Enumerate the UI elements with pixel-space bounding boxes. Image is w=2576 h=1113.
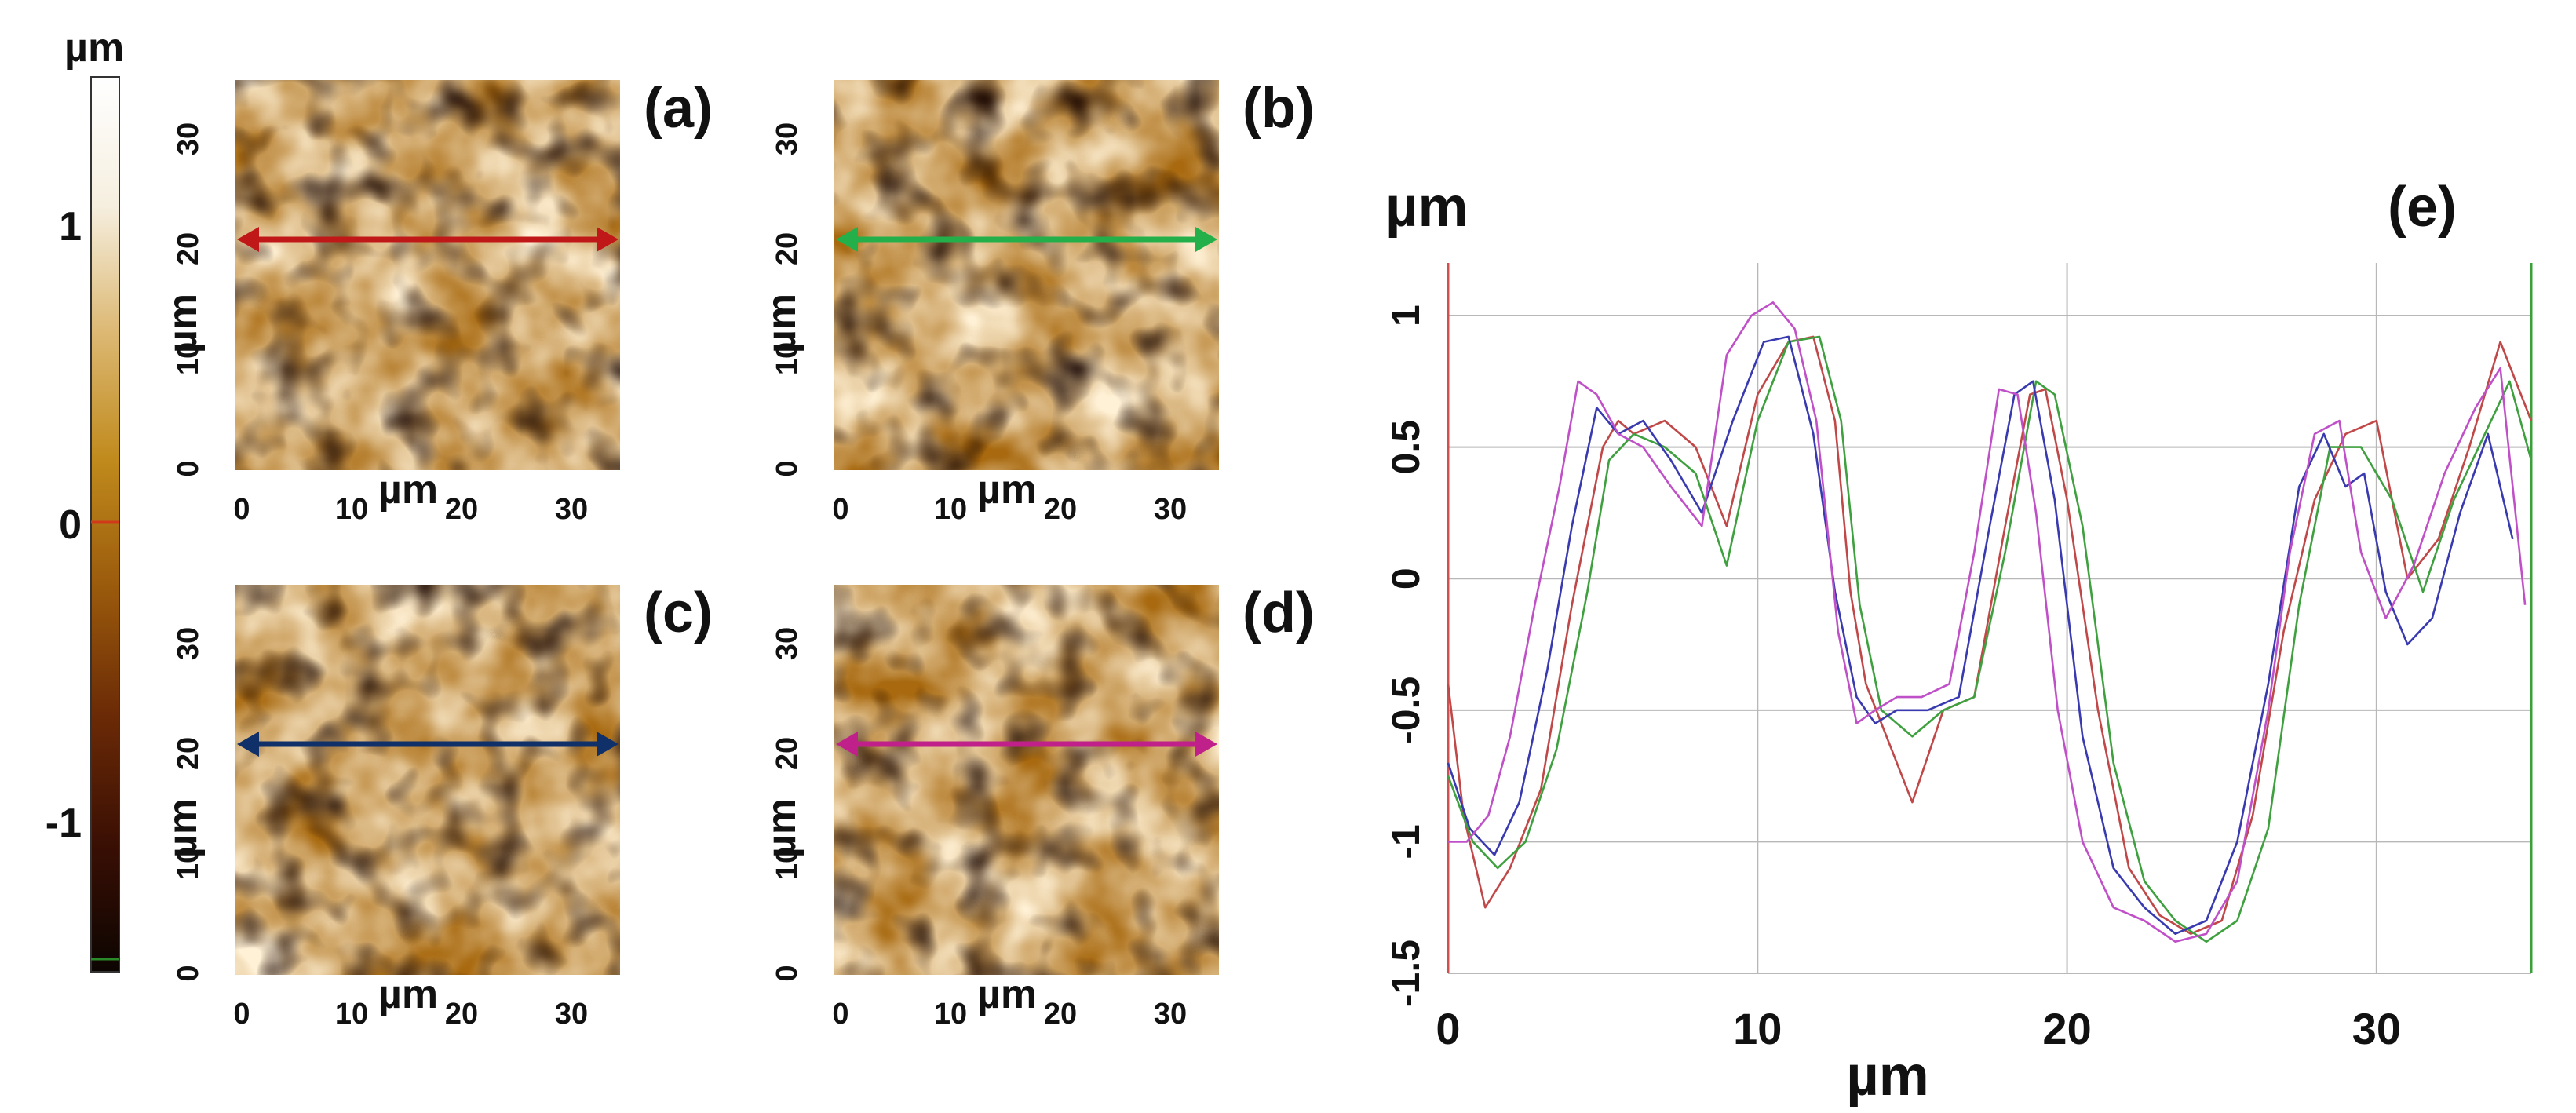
profile-series-line [1447, 335, 2533, 935]
panel-x-tick: 20 [445, 998, 478, 1031]
x-tick-label: 0 [1436, 1004, 1460, 1053]
panel-y-tick: 0 [771, 965, 804, 981]
panel-y-tick: 20 [172, 232, 205, 265]
y-tick-label: 0.5 [1384, 420, 1428, 475]
panel-x-unit: µm [977, 467, 1037, 513]
panel-x-tick: 20 [445, 493, 478, 526]
panel-y-tick: 20 [172, 737, 205, 770]
panel-y-tick: 10 [771, 342, 804, 375]
panel-x-tick: 10 [934, 493, 967, 526]
panel-x-unit: µm [378, 972, 438, 1017]
panel-y-tick: 30 [172, 122, 205, 155]
afm-panels: (a) 0 10 20 30 0 10 20 30 µm µm (b) 0 10 20 30 0 10 20 30 µm… [160, 77, 1315, 1031]
afm-panel: (c) 0 10 20 30 0 10 20 30 µm µm [160, 582, 713, 1031]
y-tick-label: 1 [1384, 305, 1428, 327]
panel-x-tick: 10 [934, 998, 967, 1031]
afm-pits [235, 585, 620, 975]
panel-y-tick: 0 [771, 460, 804, 476]
scan-arrow-left [237, 732, 259, 757]
afm-pits [834, 80, 1219, 470]
panel-y-unit: µm [759, 294, 805, 353]
panel-x-tick: 30 [555, 998, 588, 1031]
panel-y-tick: 10 [172, 847, 205, 880]
colorbar-tick-label: 0 [59, 502, 82, 548]
y-axis-label: µm [1385, 176, 1469, 239]
panel-y-unit: µm [160, 798, 206, 858]
panel-y-tick: 0 [172, 965, 205, 981]
y-tick-label: -0.5 [1384, 677, 1428, 744]
panel-x-tick: 0 [832, 493, 848, 526]
panel-x-tick: 0 [233, 493, 250, 526]
panel-label: (d) [1242, 582, 1315, 644]
profile-series-line [1447, 335, 2533, 943]
panel-x-tick: 0 [233, 998, 250, 1031]
panel-y-tick: 10 [771, 847, 804, 880]
panel-y-tick: 30 [172, 627, 205, 660]
afm-image [235, 585, 620, 975]
y-tick-label: 0 [1384, 567, 1428, 589]
panel-y-tick: 20 [771, 737, 804, 770]
colorbar-tick-label: -1 [46, 801, 82, 846]
scan-arrow-left [836, 227, 858, 252]
afm-image [235, 80, 620, 470]
colorbar-unit: µm [64, 25, 124, 71]
scan-arrow-right [597, 227, 618, 252]
panel-y-unit: µm [759, 798, 805, 858]
scan-arrow-right [597, 732, 618, 757]
panel-y-tick: 30 [771, 627, 804, 660]
afm-pits [235, 80, 620, 470]
afm-panel: (a) 0 10 20 30 0 10 20 30 µm µm [160, 77, 713, 526]
panel-x-tick: 30 [1154, 998, 1187, 1031]
y-tick-label: -1 [1384, 824, 1428, 859]
x-tick-label: 10 [1733, 1004, 1782, 1053]
panel-x-tick: 30 [1154, 493, 1187, 526]
colorbar-tick-label: 1 [59, 204, 82, 250]
panel-y-tick: 10 [172, 342, 205, 375]
x-axis-label: µm [1846, 1045, 1929, 1108]
profile-series-line [1448, 301, 2527, 943]
colorbar-scale [90, 76, 120, 973]
colorbar: µm 1 0 -1 [46, 25, 124, 973]
y-tick-label: -1.5 [1384, 940, 1428, 1007]
panel-x-unit: µm [977, 972, 1037, 1017]
panel-x-tick: 20 [1044, 493, 1077, 526]
afm-image [834, 80, 1219, 470]
panel-y-tick: 20 [771, 232, 804, 265]
panel-x-unit: µm [378, 467, 438, 513]
afm-image [834, 585, 1219, 975]
scan-arrow-left [237, 227, 259, 252]
panel-label: (a) [644, 77, 713, 140]
panel-x-tick: 30 [555, 493, 588, 526]
x-tick-label: 20 [2042, 1004, 2091, 1053]
panel-label: (c) [644, 582, 713, 644]
panel-y-tick: 0 [172, 460, 205, 476]
profile-series-line [1447, 335, 2514, 935]
afm-panel: (b) 0 10 20 30 0 10 20 30 µm µm [759, 77, 1315, 526]
scan-arrow-left [836, 732, 858, 757]
panel-y-tick: 30 [771, 122, 804, 155]
scan-arrow-right [1195, 227, 1217, 252]
afm-panel: (d) 0 10 20 30 0 10 20 30 µm µm [759, 582, 1315, 1031]
panel-x-tick: 0 [832, 998, 848, 1031]
panel-x-tick: 10 [335, 998, 368, 1031]
panel-x-tick: 10 [335, 493, 368, 526]
panel-y-unit: µm [160, 294, 206, 353]
scan-arrow-right [1195, 732, 1217, 757]
x-tick-label: 30 [2352, 1004, 2401, 1053]
afm-pits [834, 585, 1219, 975]
panel-x-tick: 20 [1044, 998, 1077, 1031]
panel-label: (b) [1242, 77, 1315, 140]
chart-panel-label: (e) [2388, 176, 2457, 239]
